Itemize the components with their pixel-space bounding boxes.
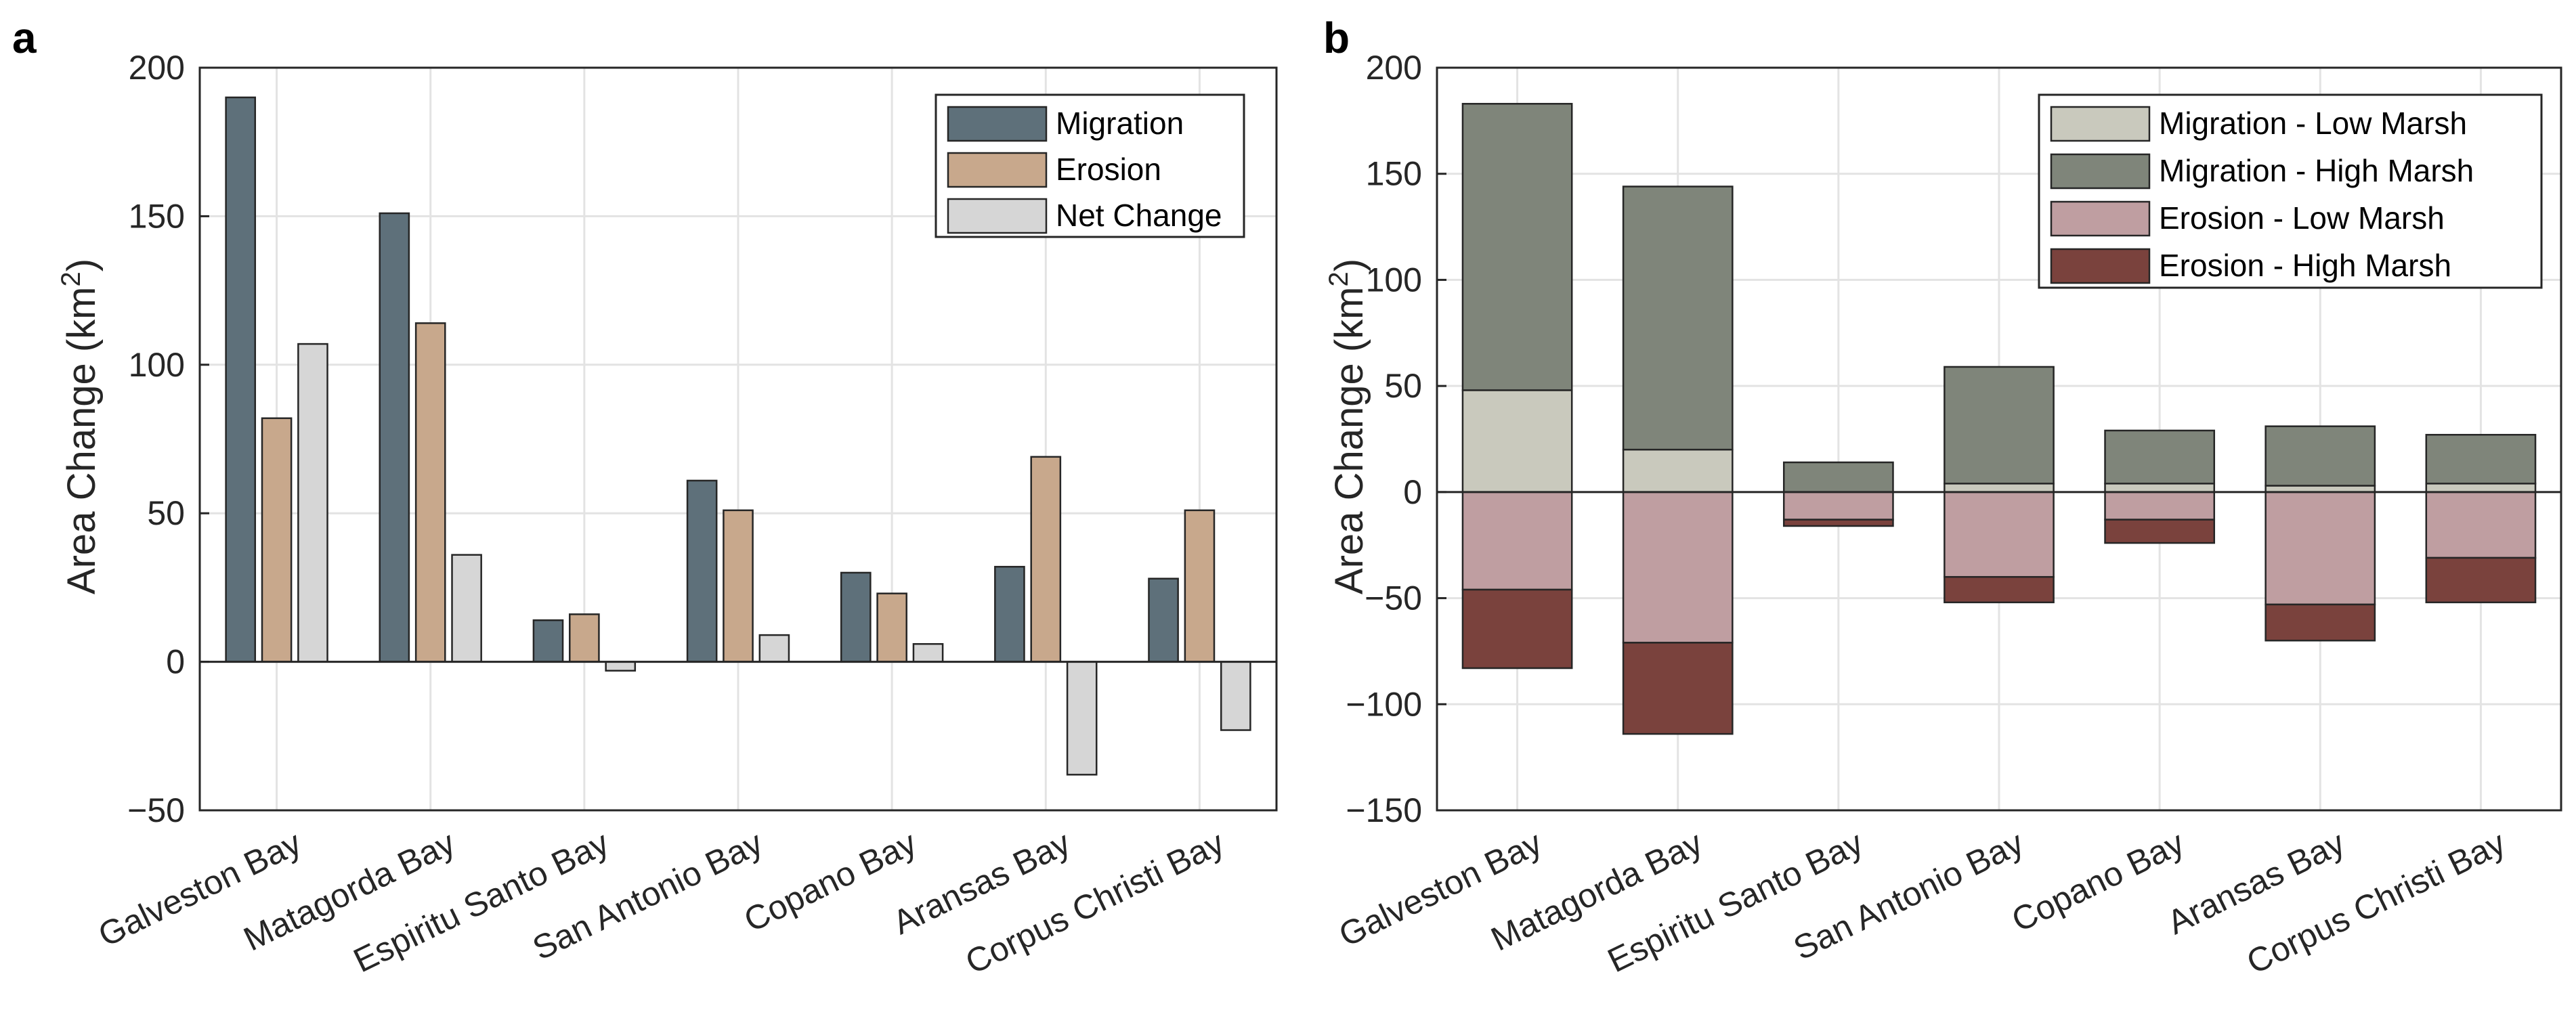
y-tick-label-150: 150 <box>1366 155 1422 193</box>
bar-migration-matagorda-bay <box>379 212 410 663</box>
panel-a-y-tick-labels: −50 0 50 100 150 200 <box>127 49 209 829</box>
bar-migration-high-marsh-copano-bay <box>2104 429 2216 485</box>
bar-migration-low-marsh-copano-bay <box>2104 483 2216 493</box>
bar-erosion-galveston-bay <box>261 417 293 663</box>
y-tick-label-100: 100 <box>1366 261 1422 299</box>
bar-migration-high-marsh-matagorda-bay <box>1622 185 1734 451</box>
panel-b-y-tick-labels: −150 −100 −50 0 50 100 150 200 <box>1346 49 1446 829</box>
bar-migration-espiritu-santo-bay <box>532 619 564 663</box>
legend-swatch-net-change <box>947 198 1048 234</box>
y-tick-label--50: −50 <box>127 791 185 829</box>
panel-b-axes-frame <box>1436 66 2562 812</box>
bar-erosion-matagorda-bay <box>414 322 446 663</box>
bar-erosion-low-marsh-aransas-bay <box>2264 491 2376 606</box>
bar-erosion-high-marsh-corpus-christi-bay <box>2425 556 2537 604</box>
y-tick-label-100: 100 <box>129 346 185 384</box>
panel-b-bars <box>1461 103 2537 735</box>
bar-migration-aransas-bay <box>994 565 1025 663</box>
legend-label-erosion-high-marsh: Erosion - High Marsh <box>2159 248 2451 283</box>
bar-erosion-corpus-christi-bay <box>1184 509 1216 663</box>
legend-label-erosion: Erosion <box>1056 152 1161 187</box>
bar-erosion-high-marsh-aransas-bay <box>2264 603 2376 642</box>
bar-migration-low-marsh-galveston-bay <box>1461 389 1573 493</box>
bar-migration-high-marsh-san-antonio-bay <box>1944 366 2055 485</box>
y-tick-label-50: 50 <box>147 494 185 532</box>
bar-erosion-san-antonio-bay <box>723 509 754 663</box>
bar-erosion-espiritu-santo-bay <box>569 613 600 663</box>
bar-migration-low-marsh-matagorda-bay <box>1622 448 1734 493</box>
bar-erosion-high-marsh-espiritu-santo-bay <box>1782 519 1894 527</box>
bar-net-change-matagorda-bay <box>451 554 482 663</box>
bar-migration-high-marsh-espiritu-santo-bay <box>1782 461 1894 493</box>
bar-erosion-low-marsh-san-antonio-bay <box>1944 491 2055 578</box>
bar-migration-high-marsh-corpus-christi-bay <box>2425 433 2537 485</box>
bar-erosion-high-marsh-san-antonio-bay <box>1944 575 2055 604</box>
bar-erosion-low-marsh-galveston-bay <box>1461 491 1573 591</box>
y-tick-label-50: 50 <box>1384 367 1422 405</box>
bar-net-change-espiritu-santo-bay <box>605 661 637 672</box>
y-tick-label-0: 0 <box>1403 473 1422 511</box>
y-tick-label-150: 150 <box>129 197 185 235</box>
legend-label-migration-low-marsh: Migration - Low Marsh <box>2159 106 2467 141</box>
bar-erosion-low-marsh-corpus-christi-bay <box>2425 491 2537 559</box>
y-tick-label--150: −150 <box>1346 791 1422 829</box>
y-tick-label--100: −100 <box>1346 685 1422 723</box>
bar-migration-low-marsh-san-antonio-bay <box>1944 483 2055 493</box>
bar-erosion-high-marsh-copano-bay <box>2104 519 2216 544</box>
bar-net-change-copano-bay <box>912 643 944 663</box>
bar-net-change-aransas-bay <box>1066 661 1098 776</box>
bar-migration-galveston-bay <box>225 96 257 663</box>
y-tick-label-0: 0 <box>166 643 185 681</box>
bar-migration-high-marsh-aransas-bay <box>2264 425 2376 487</box>
bar-erosion-aransas-bay <box>1030 456 1062 663</box>
panel-b-label: b <box>1323 14 1350 62</box>
panel-b-legend: Migration - Low Marsh Migration - High Ma… <box>2038 93 2543 289</box>
panel-a-legend: Migration Erosion Net Change <box>935 93 1245 238</box>
bar-migration-copano-bay <box>840 571 872 663</box>
y-tick-label-200: 200 <box>129 49 185 87</box>
panel-a-label: a <box>12 14 37 62</box>
bar-net-change-galveston-bay <box>297 343 328 663</box>
legend-label-migration: Migration <box>1056 106 1184 141</box>
bar-migration-corpus-christi-bay <box>1148 577 1179 663</box>
bar-net-change-corpus-christi-bay <box>1220 661 1251 731</box>
bar-erosion-copano-bay <box>876 592 907 663</box>
panel-a-y-axis-label: Area Change (km2) <box>56 259 104 594</box>
legend-label-migration-high-marsh: Migration - High Marsh <box>2159 153 2474 188</box>
bar-erosion-low-marsh-copano-bay <box>2104 491 2216 521</box>
legend-swatch-erosion <box>947 152 1048 188</box>
bar-migration-san-antonio-bay <box>686 479 718 663</box>
legend-swatch-erosion-high-marsh <box>2050 248 2151 284</box>
bar-erosion-low-marsh-espiritu-santo-bay <box>1782 491 1894 521</box>
y-tick-label--50: −50 <box>1365 579 1422 617</box>
bar-erosion-low-marsh-matagorda-bay <box>1622 491 1734 644</box>
legend-swatch-erosion-low-marsh <box>2050 200 2151 237</box>
legend-swatch-migration <box>947 106 1048 142</box>
bar-migration-high-marsh-galveston-bay <box>1461 103 1573 391</box>
bar-net-change-san-antonio-bay <box>758 634 790 663</box>
legend-label-erosion-low-marsh: Erosion - Low Marsh <box>2159 200 2445 236</box>
panel-a-bars <box>225 96 1251 776</box>
bar-erosion-high-marsh-matagorda-bay <box>1622 642 1734 735</box>
legend-label-net-change: Net Change <box>1056 198 1222 233</box>
panel-b-y-axis-label: Area Change (km2) <box>1324 259 1371 594</box>
legend-swatch-migration-low-marsh <box>2050 106 2151 142</box>
bar-erosion-high-marsh-galveston-bay <box>1461 588 1573 670</box>
bar-migration-low-marsh-corpus-christi-bay <box>2425 483 2537 493</box>
panel-a-axes-frame <box>198 66 1278 812</box>
legend-swatch-migration-high-marsh <box>2050 153 2151 190</box>
y-tick-label-200: 200 <box>1366 49 1422 87</box>
